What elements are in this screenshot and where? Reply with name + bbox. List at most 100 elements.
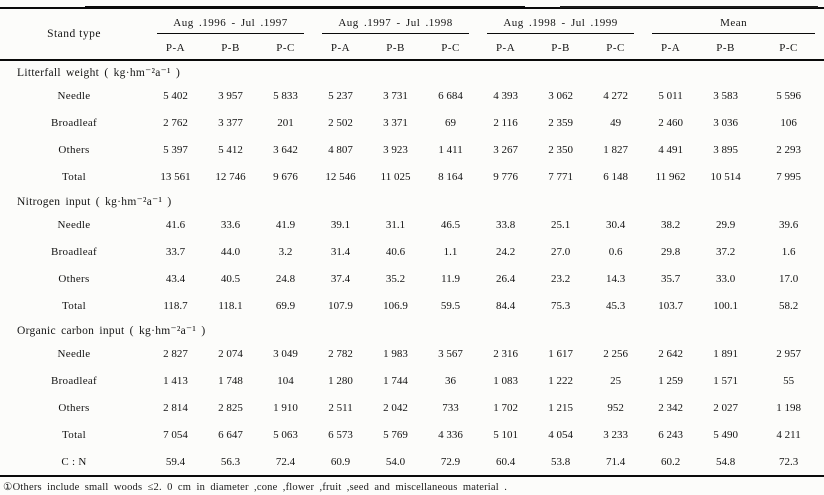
data-cell: 1 413 <box>163 374 188 387</box>
table-row: Total 13 561 12 746 9 676 12 546 11 025 8 164 9… <box>0 163 824 190</box>
data-cell: 54.8 <box>715 455 736 468</box>
row-label: Broadleaf <box>50 374 98 387</box>
plot-column-header: P-A <box>313 37 369 61</box>
data-cell: 106 <box>780 116 797 129</box>
data-cell: 41.9 <box>275 218 296 231</box>
data-cell: 5 101 <box>493 428 518 441</box>
data-cell: 24.8 <box>275 272 296 285</box>
data-cell: 33.7 <box>165 245 186 258</box>
data-cell: 1 215 <box>548 401 573 414</box>
table-row: Others 43.4 40.5 24.8 37.4 35.2 11.9 26.4 23.2 14… <box>0 265 824 292</box>
footnote: ①Others include small woods ≤2. 0 cm in … <box>3 482 508 493</box>
data-cell: 12 546 <box>325 170 356 183</box>
data-cell: 1 198 <box>776 401 801 414</box>
data-cell: 107.9 <box>328 299 353 312</box>
data-cell: 41.6 <box>165 218 186 231</box>
data-cell: 31.4 <box>330 245 351 258</box>
data-cell: 6 647 <box>218 428 243 441</box>
data-cell: 26.4 <box>495 272 516 285</box>
data-cell: 2 460 <box>658 116 683 129</box>
data-cell: 4 211 <box>776 428 801 441</box>
data-cell: 3 642 <box>273 143 298 156</box>
data-cell: 11 962 <box>655 170 686 183</box>
data-cell: 5 397 <box>163 143 188 156</box>
data-cell: 2 316 <box>493 347 518 360</box>
data-cell: 3 923 <box>383 143 408 156</box>
data-cell: 3.2 <box>278 245 293 258</box>
data-cell: 952 <box>607 401 624 414</box>
row-label: Broadleaf <box>50 116 98 129</box>
data-cell: 44.0 <box>220 245 241 258</box>
data-cell: 6 148 <box>603 170 628 183</box>
data-cell: 4 272 <box>603 89 628 102</box>
plot-column-header: P-B <box>533 37 589 61</box>
data-cell: 2 293 <box>776 143 801 156</box>
data-cell: 38.2 <box>660 218 681 231</box>
data-cell: 3 049 <box>273 347 298 360</box>
data-cell: 1 702 <box>493 401 518 414</box>
litterfall-table: Stand type Aug .1996 - Jul .1997 Aug .1997… <box>0 7 824 477</box>
data-cell: 33.6 <box>220 218 241 231</box>
period-label: Aug .1997 - Jul .1998 <box>322 12 470 34</box>
data-cell: 4 393 <box>493 89 518 102</box>
data-cell: 10 514 <box>710 170 741 183</box>
data-cell: 9 676 <box>273 170 298 183</box>
data-cell: 2 814 <box>163 401 188 414</box>
data-cell: 75.3 <box>550 299 571 312</box>
data-cell: 6 243 <box>658 428 683 441</box>
data-cell: 14.3 <box>605 272 626 285</box>
data-cell: 54.0 <box>385 455 406 468</box>
scan-artifact <box>560 6 818 8</box>
plot-column-header: P-C <box>588 37 644 61</box>
row-label: Broadleaf <box>50 245 98 258</box>
data-cell: 59.5 <box>440 299 461 312</box>
data-cell: 25 <box>610 374 622 387</box>
data-cell: 1 744 <box>383 374 408 387</box>
data-cell: 733 <box>442 401 459 414</box>
data-cell: 5 063 <box>273 428 298 441</box>
data-cell: 3 583 <box>713 89 738 102</box>
plot-column-header: P-A <box>643 37 699 61</box>
data-cell: 3 567 <box>438 347 463 360</box>
row-label: Needle <box>57 89 91 102</box>
plot-column-header: P-B <box>203 37 258 61</box>
data-cell: 3 371 <box>383 116 408 129</box>
data-cell: 1 910 <box>273 401 298 414</box>
data-cell: 103.7 <box>658 299 683 312</box>
data-cell: 59.4 <box>165 455 186 468</box>
data-cell: 2 827 <box>163 347 188 360</box>
data-cell: 40.5 <box>220 272 241 285</box>
stand-type-header: Stand type <box>0 8 148 61</box>
data-cell: 1 083 <box>493 374 518 387</box>
data-cell: 3 062 <box>548 89 573 102</box>
data-cell: 3 233 <box>603 428 628 441</box>
data-cell: 72.4 <box>275 455 296 468</box>
data-cell: 2 502 <box>328 116 353 129</box>
data-cell: 46.5 <box>440 218 461 231</box>
data-cell: 72.3 <box>778 455 799 468</box>
plot-column-header: P-B <box>368 37 424 61</box>
period-group-header: Aug .1996 - Jul .1997 <box>148 8 313 37</box>
data-cell: 1 259 <box>658 374 683 387</box>
row-label: C : N <box>61 455 87 468</box>
data-cell: 118.7 <box>163 299 188 312</box>
data-cell: 60.2 <box>660 455 681 468</box>
table-header: Stand type Aug .1996 - Jul .1997 Aug .1997… <box>0 8 824 61</box>
data-cell: 2 957 <box>776 347 801 360</box>
data-cell: 43.4 <box>165 272 186 285</box>
period-label: Aug .1998 - Jul .1999 <box>487 12 635 34</box>
data-cell: 3 036 <box>713 116 738 129</box>
data-cell: 72.9 <box>440 455 461 468</box>
data-cell: 30.4 <box>605 218 626 231</box>
period-label: Aug .1996 - Jul .1997 <box>157 12 305 34</box>
data-cell: 2 074 <box>218 347 243 360</box>
data-cell: 6 573 <box>328 428 353 441</box>
data-cell: 3 895 <box>713 143 738 156</box>
table-row: Broadleaf 33.7 44.0 3.2 31.4 40.6 1.1 24.2 27.0 0… <box>0 238 824 265</box>
data-cell: 5 596 <box>776 89 801 102</box>
data-cell: 3 377 <box>218 116 243 129</box>
data-cell: 35.2 <box>385 272 406 285</box>
data-cell: 37.2 <box>715 245 736 258</box>
table-row: Needle 41.6 33.6 41.9 39.1 31.1 46.5 33.8 25.1 30… <box>0 211 824 238</box>
